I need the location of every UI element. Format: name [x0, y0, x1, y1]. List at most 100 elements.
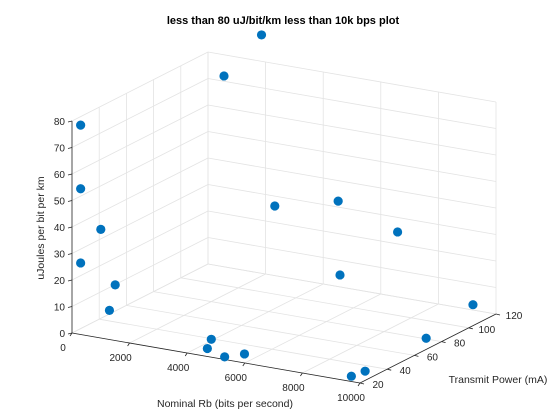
- x-tick-label: 10000: [337, 393, 365, 404]
- y-tick-label: 60: [427, 352, 439, 363]
- x-tick: [300, 372, 303, 377]
- grid-line: [207, 157, 497, 209]
- data-point: [468, 300, 478, 310]
- z-tick-label: 50: [54, 197, 66, 208]
- data-point: [76, 258, 86, 268]
- y-tick-label: 100: [478, 325, 495, 336]
- grid-line: [129, 273, 266, 344]
- data-point: [335, 270, 345, 280]
- z-tick-label: 60: [54, 170, 66, 181]
- z-tick: [67, 306, 73, 308]
- data-point: [104, 305, 115, 315]
- y-tick: [387, 368, 392, 371]
- grid-line: [180, 277, 469, 329]
- grid-line: [71, 210, 209, 281]
- z-tick: [67, 120, 73, 123]
- z-tick: [67, 279, 73, 282]
- x-axis-line: [71, 332, 361, 384]
- z-tick-label: 80: [54, 117, 66, 128]
- axes-frame: [71, 121, 497, 384]
- grid-line: [244, 293, 381, 364]
- grid-line: [302, 303, 439, 374]
- y-tick-label: 80: [454, 339, 466, 350]
- x-tick: [127, 342, 130, 347]
- grid-line: [207, 131, 497, 182]
- z-tick-label: 0: [59, 329, 65, 340]
- data-point: [206, 334, 216, 344]
- x-tick: [357, 382, 361, 387]
- x-tick-label: 0: [60, 343, 66, 354]
- x-tick-label: 8000: [282, 383, 305, 394]
- points-layer: [76, 30, 478, 381]
- z-tick-label: 30: [54, 250, 66, 261]
- data-point: [421, 333, 431, 343]
- y-tick-label: 20: [372, 380, 384, 391]
- data-point: [219, 71, 229, 81]
- y-tick: [468, 327, 473, 330]
- x-tick-label: 4000: [167, 363, 190, 374]
- x-tick: [184, 352, 188, 357]
- grid-line: [153, 291, 442, 342]
- data-point: [96, 224, 106, 234]
- y-tick-label: 40: [400, 366, 412, 377]
- z-tick: [67, 173, 73, 176]
- z-axis-label: uJoules per bit per km: [35, 176, 47, 280]
- grid-line: [71, 51, 209, 122]
- data-point: [202, 343, 212, 354]
- data-point: [333, 196, 343, 206]
- grid-line: [207, 51, 497, 103]
- grid-line: [71, 263, 209, 334]
- x-tick: [69, 332, 73, 337]
- x-tick-label: 2000: [109, 353, 132, 364]
- grid-line: [207, 210, 497, 262]
- data-point: [239, 349, 250, 359]
- y-axis-line: [359, 313, 497, 384]
- z-tick: [67, 332, 73, 335]
- grid-line: [207, 237, 497, 288]
- grid-line: [99, 318, 388, 370]
- data-point: [76, 120, 86, 130]
- y-tick: [441, 341, 446, 343]
- data-point: [360, 366, 370, 376]
- data-point: [270, 201, 280, 211]
- data-point: [346, 371, 356, 381]
- data-point: [393, 227, 403, 237]
- y-tick: [414, 355, 419, 357]
- grid-line: [71, 104, 209, 175]
- data-point: [110, 280, 120, 290]
- grid-line: [71, 157, 209, 228]
- grid-line: [207, 184, 497, 235]
- data-point: [220, 352, 230, 362]
- x-axis-label: Nominal Rb (bits per second): [157, 398, 293, 410]
- y-tick: [359, 382, 365, 385]
- grid-line: [207, 78, 497, 129]
- z-tick-label: 70: [54, 144, 66, 155]
- grid-line: [71, 78, 209, 148]
- x-tick-label: 6000: [225, 373, 248, 384]
- grid-layer: [71, 51, 497, 384]
- grid-line: [126, 305, 415, 356]
- y-tick: [495, 313, 501, 316]
- data-point: [76, 184, 86, 194]
- z-tick: [67, 147, 73, 149]
- z-tick: [67, 253, 73, 255]
- z-tick: [67, 226, 73, 229]
- y-tick-label: 120: [506, 311, 523, 322]
- grid-line: [187, 283, 324, 354]
- data-point: [256, 30, 267, 40]
- y-axis-label: Transmit Power (mA): [449, 374, 548, 386]
- chart-title: less than 80 uJ/bit/km less than 10k bps…: [167, 15, 400, 27]
- tick-layer: 0 2000 4000 6000 8000 10000 20 40 60 80 100 120 0 10 2…: [54, 117, 523, 404]
- grid-line: [207, 263, 497, 315]
- z-tick-label: 20: [54, 276, 66, 287]
- z-tick: [67, 200, 73, 202]
- grid-line: [71, 237, 209, 307]
- grid-line: [71, 131, 209, 201]
- grid-line: [71, 184, 209, 254]
- z-tick-label: 10: [54, 303, 66, 314]
- grid-line: [207, 104, 497, 156]
- z-tick-label: 40: [54, 223, 66, 234]
- x-tick: [242, 362, 246, 367]
